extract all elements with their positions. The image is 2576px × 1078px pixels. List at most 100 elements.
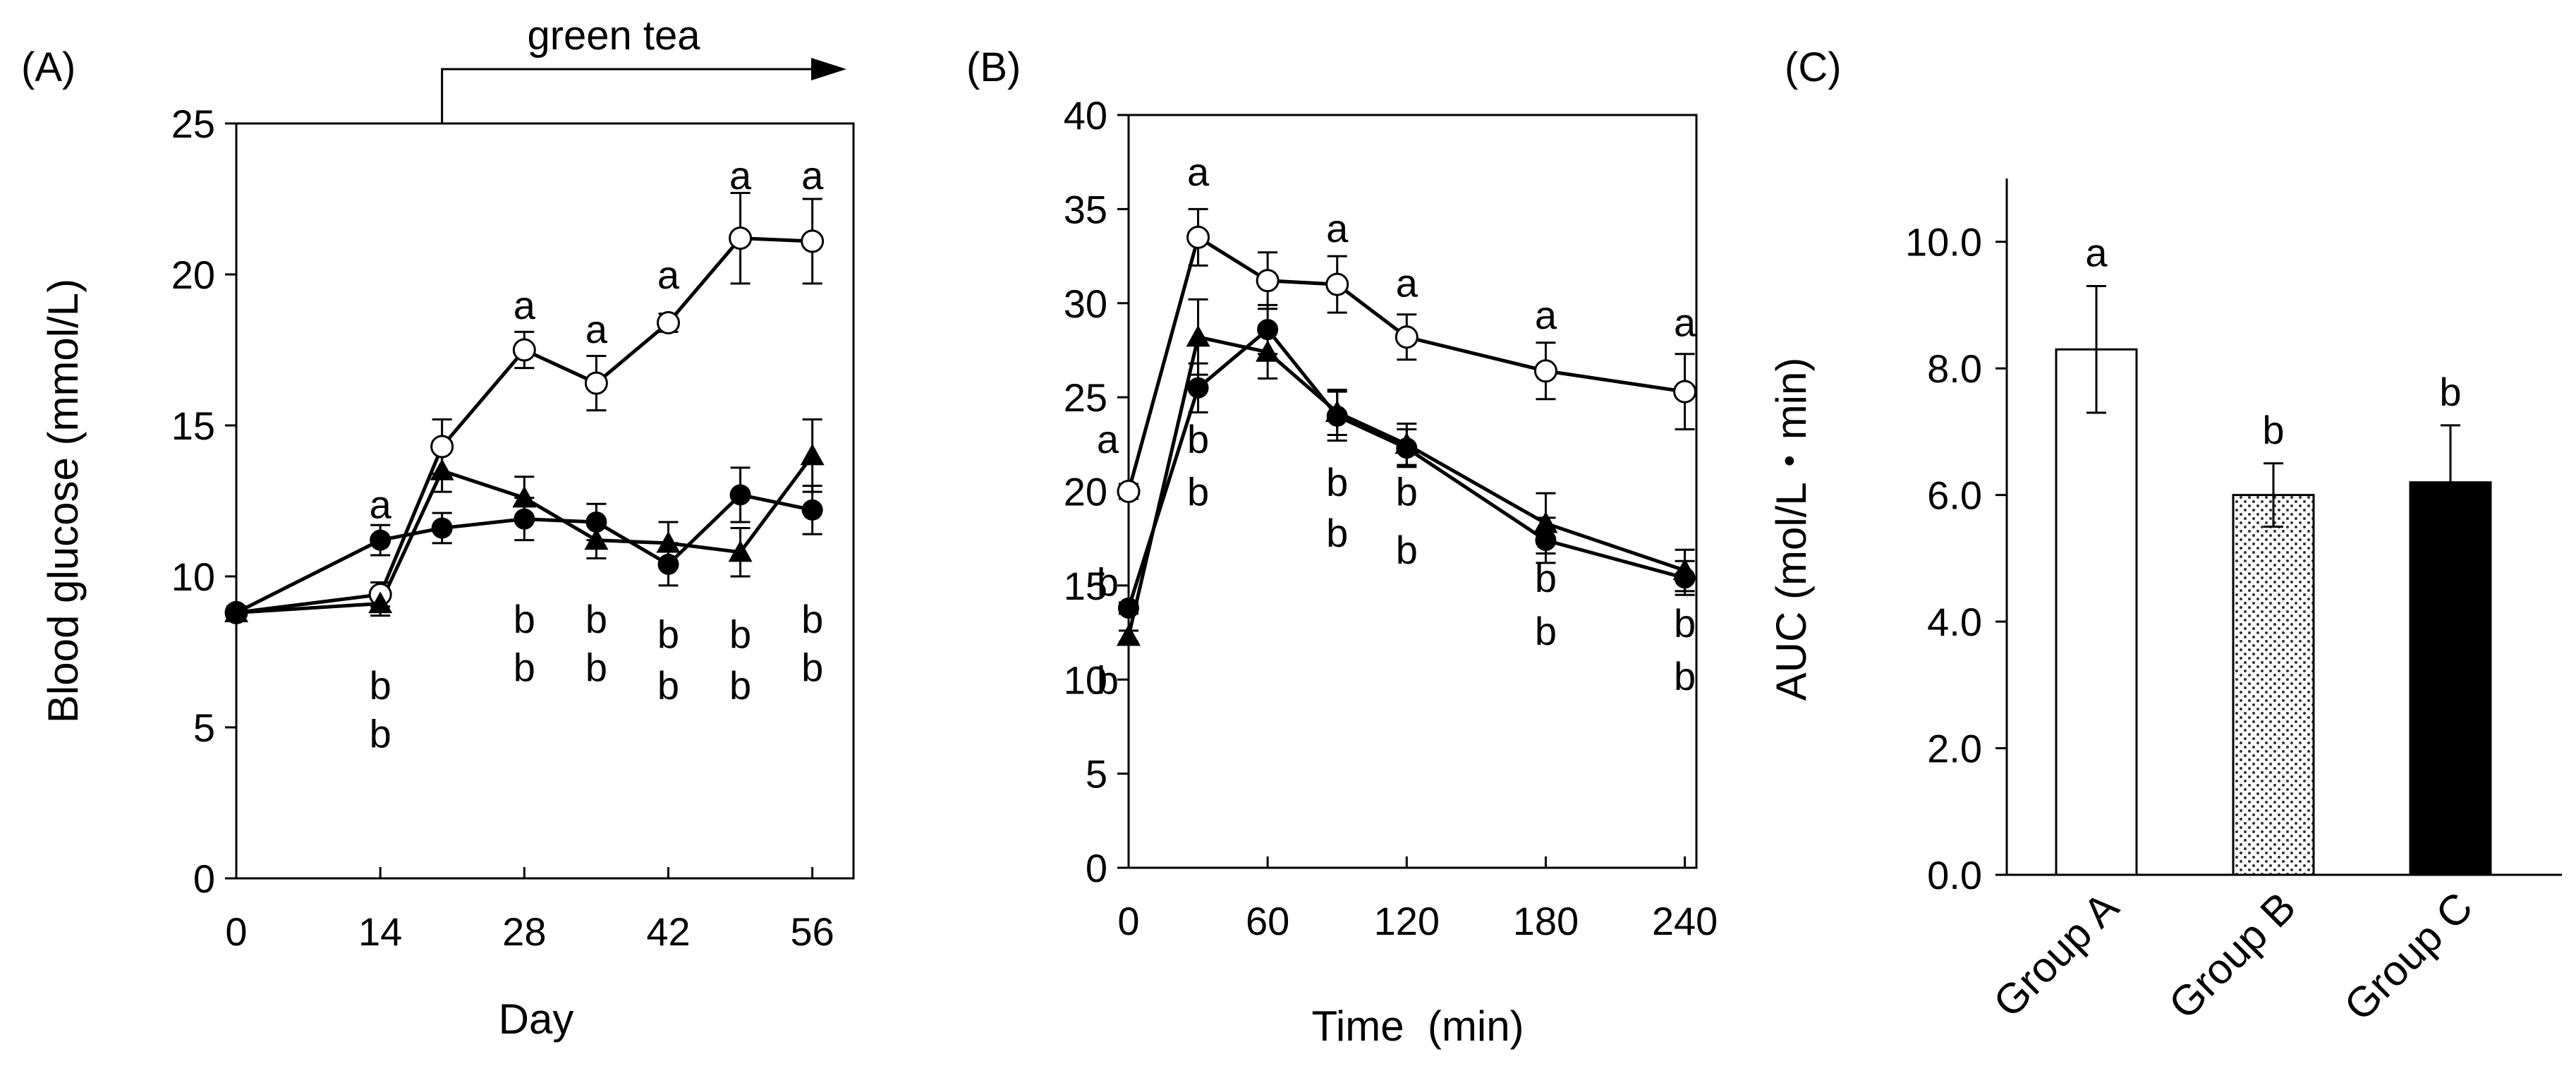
significance-label: b [1535,609,1557,653]
y-tick-label: 40 [1064,93,1107,138]
significance-label: b [1097,560,1119,605]
x-tick-label: 180 [1513,899,1579,943]
category-label: Group C [2335,883,2481,1030]
panel-c-y-axis: 0.0 2.0 4.0 6.0 8.0 10.0 [1905,220,2007,897]
y-tick-label: 4.0 [1927,600,1982,644]
panel-c: (C) 0.02.04.06.08.010.0 abb Group A Group… [1768,44,2562,1030]
y-tick-label: 0 [193,856,215,901]
green-tea-arrow-line [441,68,811,123]
significance-label: a [1535,293,1557,337]
filled-circle-marker [1535,529,1557,551]
filled-triangle-marker [584,528,609,550]
y-tick-label: 10 [171,555,215,599]
y-tick-label: 25 [1064,375,1107,420]
filled-triangle-marker [728,540,753,562]
significance-label: a [729,153,752,198]
open-circle-marker [1256,269,1280,293]
category-label: Group B [2160,883,2304,1028]
filled-circle-marker [729,484,751,506]
significance-label: b [585,645,607,689]
significance-label: b [1187,417,1209,461]
significance-label: b [657,663,679,708]
significance-label: a [2085,231,2108,275]
panel-b-x-axis: 0 60 120 180 240 [1117,856,1718,943]
significance-label: a [657,253,680,297]
filled-circle-marker [1257,319,1279,341]
y-tick-label: 20 [171,253,215,297]
filled-circle-marker [1326,405,1348,427]
panel-a-x-axis: 0 14 28 42 56 [225,867,834,954]
open-circle-marker [512,338,536,362]
bar [2055,348,2138,876]
significance-label: b [370,663,391,708]
y-tick-label: 2.0 [1927,727,1982,771]
open-circle-marker [1325,272,1349,296]
filled-circle-marker [226,602,247,624]
panel-a-y-axis: 0 5 10 15 20 25 [171,102,236,901]
filled-circle-marker [1396,437,1418,459]
filled-triangle-marker [1533,511,1558,533]
significance-label: b [729,663,751,708]
filled-circle-marker [431,517,453,539]
y-tick-label: 10 [1064,658,1107,702]
significance-label: b [514,645,535,689]
panel-c-category-labels: Group A Group B Group C [1984,883,2481,1030]
open-circle-marker [1673,380,1697,404]
filled-triangle-marker [1186,325,1210,347]
y-tick-label: 0 [1086,846,1107,890]
y-tick-label: 25 [171,102,215,146]
significance-label: a [801,153,824,198]
bar [2409,481,2492,876]
significance-label: b [801,645,823,689]
panel-a-plot-frame [235,122,855,880]
significance-label: b [1097,658,1119,702]
significance-label: b [2262,408,2284,452]
x-tick-label: 14 [358,909,402,954]
significance-label: a [585,307,608,351]
category-label: Group A [1984,883,2127,1026]
panel-c-label: (C) [1785,44,1842,90]
open-circle-marker [729,226,753,250]
significance-label: b [657,612,679,656]
significance-label: b [729,612,751,656]
x-tick-label: 120 [1374,899,1440,943]
significance-label: b [1396,470,1418,514]
significance-label: b [801,597,823,641]
significance-label: a [370,482,392,526]
filled-circle-marker [370,529,391,551]
open-circle-marker [584,371,608,395]
filled-triangle-marker [656,531,681,553]
open-circle-marker [430,435,454,459]
significance-label: b [1535,556,1557,600]
filled-triangle-marker [1117,624,1141,646]
significance-label: b [1396,528,1418,572]
x-tick-label: 56 [791,909,834,954]
panel-b-label: (B) [966,44,1021,90]
x-tick-label: 240 [1652,899,1718,943]
significance-label: b [1674,654,1696,698]
significance-label: b [1326,460,1348,504]
significance-label: b [1187,470,1209,514]
panel-c-bars: a b b [2055,231,2492,876]
filled-triangle-marker [1256,340,1280,362]
y-tick-label: 15 [171,404,215,448]
open-circle-marker [1395,325,1418,349]
filled-circle-marker [585,511,607,533]
significance-label: b [1326,511,1348,555]
panel-a-label: (A) [21,44,75,90]
y-tick-label: 20 [1064,470,1107,514]
open-circle-marker [1117,480,1141,503]
significance-label: a [1326,206,1349,250]
y-tick-label: 35 [1064,187,1107,231]
filled-triangle-marker [800,443,825,466]
panel-b-x-axis-label: Time (min) [1311,1003,1524,1050]
y-tick-label: 15 [1064,564,1107,608]
panel-b-y-axis: 0 5 10 15 20 25 30 35 40 [1064,93,1129,890]
x-tick-label: 0 [225,909,247,954]
filled-triangle-marker [368,591,393,614]
filled-circle-marker [1674,567,1696,589]
